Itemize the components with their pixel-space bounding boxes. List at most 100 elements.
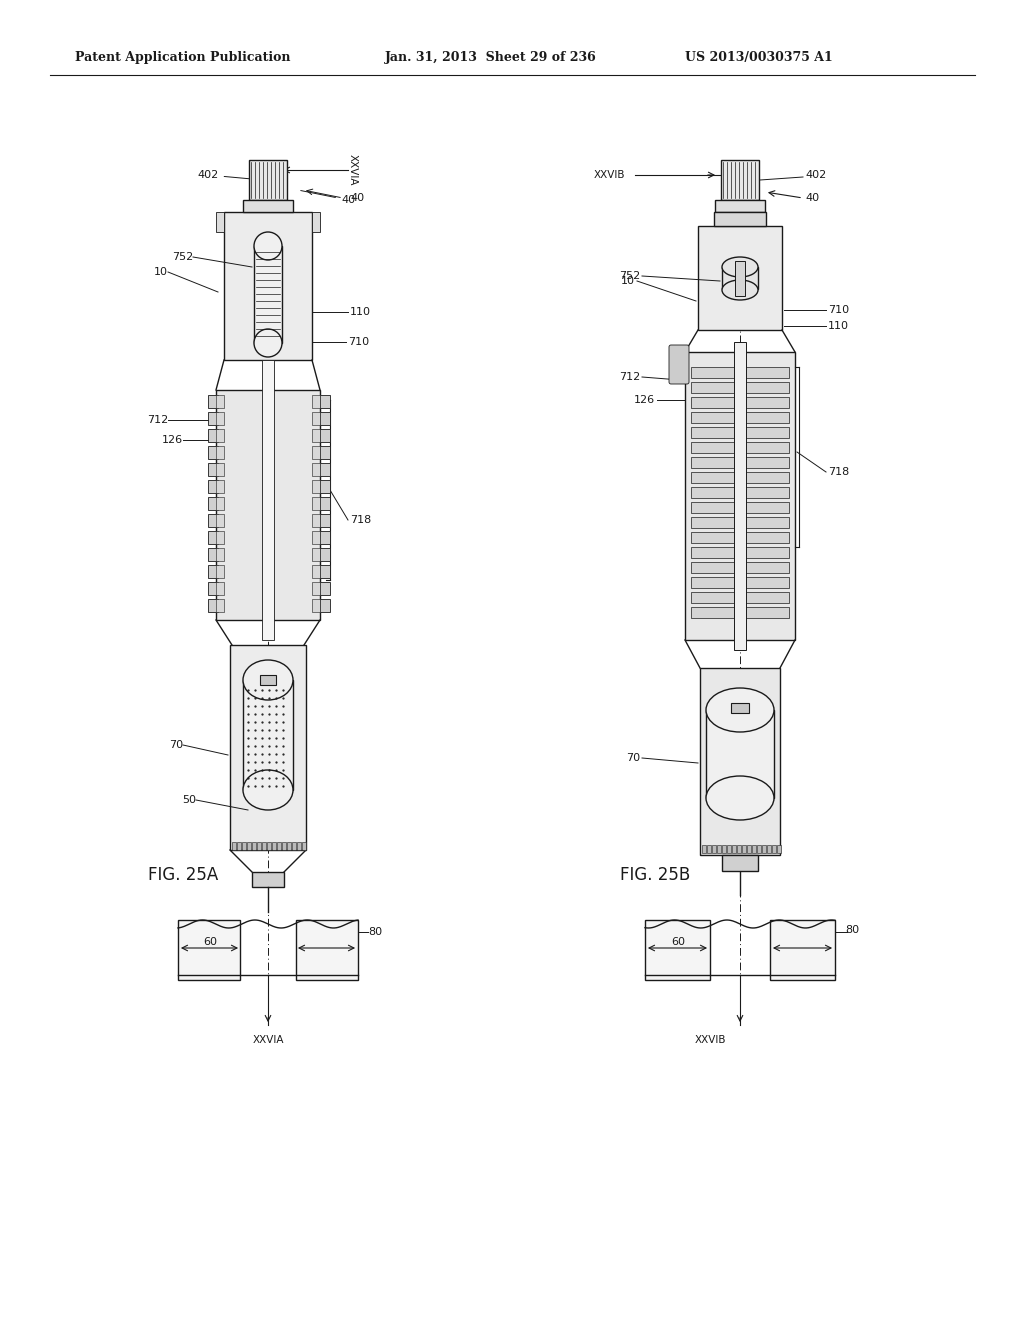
- Bar: [208, 531, 218, 544]
- Bar: [312, 429, 319, 442]
- Bar: [232, 842, 236, 850]
- Bar: [722, 267, 758, 289]
- Bar: [287, 842, 291, 850]
- Bar: [691, 487, 790, 498]
- Bar: [691, 577, 790, 587]
- Bar: [714, 213, 766, 226]
- Bar: [767, 845, 771, 853]
- Text: Jan. 31, 2013  Sheet 29 of 236: Jan. 31, 2013 Sheet 29 of 236: [385, 51, 597, 65]
- Bar: [216, 531, 224, 544]
- Bar: [262, 842, 266, 850]
- Bar: [302, 842, 306, 850]
- Bar: [777, 845, 781, 853]
- Bar: [319, 582, 330, 595]
- Bar: [762, 845, 766, 853]
- Text: 126: 126: [634, 395, 655, 405]
- Bar: [208, 498, 218, 510]
- Text: 110: 110: [828, 321, 849, 331]
- Bar: [297, 842, 301, 850]
- Bar: [216, 213, 224, 232]
- Bar: [216, 389, 319, 620]
- Bar: [712, 845, 716, 853]
- Bar: [216, 582, 224, 595]
- Bar: [691, 546, 790, 558]
- Bar: [319, 599, 330, 612]
- Bar: [216, 513, 224, 527]
- Bar: [178, 920, 240, 979]
- Bar: [702, 845, 706, 853]
- Bar: [216, 548, 224, 561]
- Bar: [278, 842, 281, 850]
- Bar: [319, 429, 330, 442]
- Text: 710: 710: [348, 337, 369, 347]
- Bar: [312, 565, 319, 578]
- Bar: [208, 565, 218, 578]
- Bar: [208, 429, 218, 442]
- Bar: [312, 531, 319, 544]
- Bar: [691, 473, 790, 483]
- Ellipse shape: [722, 280, 758, 300]
- Text: 40: 40: [805, 193, 819, 203]
- Bar: [691, 397, 790, 408]
- Bar: [700, 668, 780, 855]
- Bar: [312, 213, 319, 232]
- Ellipse shape: [243, 770, 293, 810]
- Text: 60: 60: [671, 937, 685, 946]
- Bar: [208, 480, 218, 492]
- Bar: [691, 591, 790, 603]
- Bar: [312, 412, 319, 425]
- Bar: [691, 381, 790, 393]
- Bar: [252, 842, 256, 850]
- Bar: [249, 160, 287, 201]
- Bar: [727, 845, 731, 853]
- Text: XXVIA: XXVIA: [252, 1035, 284, 1045]
- Text: XXVIA: XXVIA: [348, 154, 358, 186]
- Text: 70: 70: [169, 741, 183, 750]
- Bar: [254, 246, 282, 343]
- Text: XXVIB: XXVIB: [694, 1035, 726, 1045]
- Ellipse shape: [254, 329, 282, 356]
- Text: 402: 402: [198, 170, 260, 180]
- Text: 710: 710: [828, 305, 849, 315]
- Bar: [698, 226, 782, 330]
- Bar: [742, 845, 746, 853]
- Bar: [691, 412, 790, 422]
- Bar: [319, 412, 330, 425]
- Bar: [242, 842, 246, 850]
- Text: FIG. 25B: FIG. 25B: [620, 866, 690, 884]
- Text: 50: 50: [182, 795, 196, 805]
- Text: 718: 718: [828, 467, 849, 477]
- Bar: [731, 704, 749, 713]
- Bar: [216, 446, 224, 459]
- Bar: [732, 845, 736, 853]
- Bar: [208, 548, 218, 561]
- Bar: [772, 845, 776, 853]
- Bar: [208, 446, 218, 459]
- Bar: [224, 213, 312, 360]
- Text: 712: 712: [146, 414, 168, 425]
- Bar: [267, 842, 271, 850]
- Text: 40: 40: [350, 193, 365, 203]
- Bar: [752, 845, 756, 853]
- Bar: [691, 426, 790, 438]
- Bar: [243, 201, 293, 213]
- Bar: [721, 160, 759, 201]
- FancyBboxPatch shape: [669, 345, 689, 384]
- Bar: [691, 562, 790, 573]
- Bar: [707, 845, 711, 853]
- Text: 80: 80: [845, 925, 859, 935]
- Bar: [706, 710, 774, 799]
- Bar: [691, 367, 790, 378]
- Bar: [208, 582, 218, 595]
- Bar: [257, 842, 261, 850]
- Bar: [216, 395, 224, 408]
- Bar: [272, 842, 276, 850]
- Text: 126: 126: [162, 436, 183, 445]
- Bar: [319, 565, 330, 578]
- Bar: [691, 502, 790, 513]
- Bar: [770, 920, 835, 979]
- Bar: [746, 845, 751, 853]
- Bar: [260, 675, 276, 685]
- Ellipse shape: [254, 232, 282, 260]
- Bar: [312, 395, 319, 408]
